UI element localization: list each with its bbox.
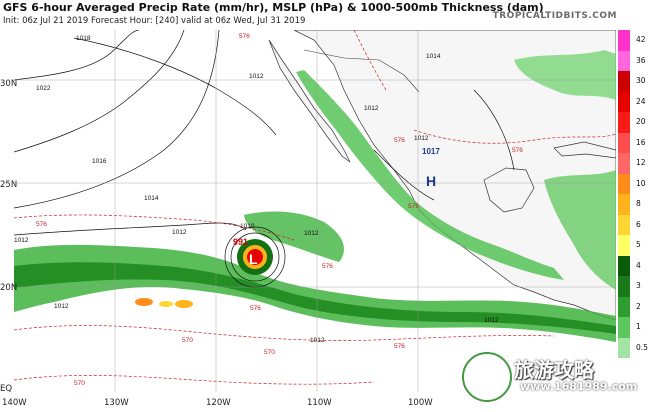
colorbar-swatch: [618, 30, 630, 51]
watermark: 旅游攻略 www.1681989.com: [456, 350, 656, 402]
thickness-labels: 576 576 576 570 576 576 570 576 576 570 …: [36, 33, 523, 387]
colorbar-swatch: [618, 296, 630, 317]
colorbar-label: 30: [636, 76, 646, 86]
thickness-label: 576: [36, 221, 47, 228]
isobar-label: 1018: [76, 35, 91, 42]
watermark-logo-icon: [462, 352, 512, 402]
colorbar-swatch: [618, 194, 630, 215]
colorbar-swatch: [618, 235, 630, 256]
isobar-label: 1012: [414, 135, 429, 142]
thickness-label: 576: [322, 263, 333, 270]
colorbar-swatch: [618, 50, 630, 71]
watermark-url: www.1681989.com: [520, 380, 638, 393]
isobar-label: 1014: [426, 53, 441, 60]
isobar-label: 1012: [172, 229, 187, 236]
isobar-label: 1012: [54, 303, 69, 310]
colorbar-swatch: [618, 71, 630, 92]
thickness-lines: [14, 30, 616, 385]
isobar-label: 1012: [364, 105, 379, 112]
precip-colorbar: 42 36 30 24 20 16 12 10 8 6 5 4 3 2 1 0.5: [618, 30, 657, 358]
lon-label-100w: 100W: [408, 398, 433, 408]
colorbar-label: 2: [636, 301, 641, 311]
high-pressure-symbol: H: [426, 173, 436, 189]
lon-label-130w: 130W: [104, 398, 129, 408]
colorbar-label: 8: [636, 199, 641, 209]
isobar-label: 1010: [240, 223, 255, 230]
colorbar-swatch: [618, 276, 630, 297]
colorbar-label: 24: [636, 96, 646, 106]
colorbar-swatch: [618, 132, 630, 153]
isobar-label: 1022: [36, 85, 51, 92]
precip-blob: [175, 300, 193, 308]
site-credit: TROPICALTIDBITS.COM: [492, 11, 617, 21]
colorbar-swatch: [618, 214, 630, 235]
colorbar-label: 0.5: [636, 342, 648, 352]
precip-blob: [159, 301, 173, 307]
thickness-label: 576: [512, 147, 523, 154]
colorbar-label: 20: [636, 117, 646, 127]
chart-title: GFS 6-hour Averaged Precip Rate (mm/hr),…: [3, 1, 544, 14]
isobar-label: 1012: [310, 337, 325, 344]
colorbar-label: 16: [636, 137, 646, 147]
watermark-text: 旅游攻略: [514, 358, 594, 382]
colorbar-swatch: [618, 91, 630, 112]
colorbar-label: 1: [636, 322, 641, 332]
colorbar-swatch: [618, 153, 630, 174]
precip-caribbean: [544, 170, 616, 290]
colorbar-label: 3: [636, 281, 641, 291]
thickness-label: 576: [239, 33, 250, 40]
cuba: [553, 141, 616, 159]
colorbar-label: 12: [636, 158, 646, 168]
lat-label-eq: EQ: [0, 384, 13, 394]
isobar-labels: 1022 1018 1016 1014 1012 1012 1010 1012 …: [14, 35, 499, 344]
colorbar-label: 42: [636, 35, 646, 45]
thickness-label: 576: [394, 137, 405, 144]
lon-label-140w: 140W: [2, 398, 27, 408]
thickness-label: 570: [74, 380, 85, 387]
precip-itcz-core: [14, 262, 616, 334]
isobar-label: 1016: [92, 158, 107, 165]
low-pressure-value: 991: [233, 237, 248, 247]
isobar-label: 1014: [144, 195, 159, 202]
lat-label-25n: 25N: [0, 180, 18, 190]
thickness-label: 576: [394, 343, 405, 350]
colorbar-swatch: [618, 255, 630, 276]
colorbar-swatch: [618, 173, 630, 194]
lat-label-30n: 30N: [0, 79, 18, 89]
colorbar-swatch: [618, 317, 630, 338]
colorbar-label: 5: [636, 240, 641, 250]
low-pressure-symbol: L: [249, 251, 258, 267]
forecast-map: L 991 H 1017 1022 1018 1016 1014 1012 10…: [14, 30, 616, 392]
chart-header: GFS 6-hour Averaged Precip Rate (mm/hr),…: [0, 0, 657, 30]
high-pressure-value: 1017: [422, 147, 440, 156]
thickness-label: 570: [264, 349, 275, 356]
baja-peninsula: [268, 39, 351, 163]
cyclone-core: [247, 249, 263, 265]
colorbar-label: 4: [636, 260, 641, 270]
lon-label-120w: 120W: [206, 398, 231, 408]
colorbar-label: 36: [636, 55, 646, 65]
map-canvas: L 991 H 1017 1022 1018 1016 1014 1012 10…: [14, 30, 616, 392]
thickness-label: 576: [250, 305, 261, 312]
thickness-label: 570: [182, 337, 193, 344]
colorbar-label: 6: [636, 219, 641, 229]
precip-mexico: [296, 70, 564, 280]
colorbar-swatch: [618, 112, 630, 133]
colorbar-label: 10: [636, 178, 646, 188]
yucatan: [483, 167, 535, 213]
precip-blob: [135, 298, 153, 306]
isobar-label: 1012: [484, 317, 499, 324]
colorbar-swatch: [618, 337, 630, 358]
lat-label-20n: 20N: [0, 283, 18, 293]
precip-gulf: [514, 50, 616, 100]
thickness-label: 576: [408, 203, 419, 210]
precip-outer-bands: [244, 211, 344, 262]
graticule: [14, 30, 616, 392]
chart-subtitle: Init: 06z Jul 21 2019 Forecast Hour: [24…: [3, 16, 306, 26]
isobar-label: 1012: [304, 230, 319, 237]
us-mexico-border: [303, 49, 420, 93]
isobar-label: 1012: [249, 73, 264, 80]
lon-label-110w: 110W: [307, 398, 332, 408]
isobar-label: 1012: [14, 237, 29, 244]
